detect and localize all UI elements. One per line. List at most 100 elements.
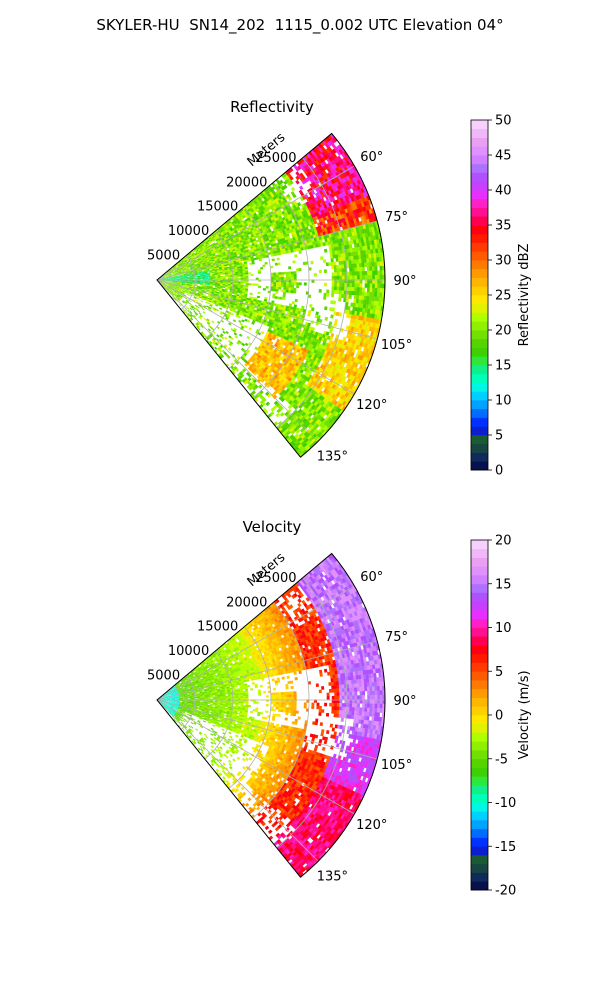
radar-cell	[258, 258, 263, 262]
radar-cell	[230, 305, 234, 309]
radar-cell	[274, 296, 278, 299]
radar-cell	[194, 281, 198, 283]
radar-cell	[287, 394, 292, 399]
radar-cell	[163, 275, 167, 277]
radar-cell	[297, 376, 303, 381]
radar-cell	[194, 294, 198, 296]
radar-cell	[218, 249, 223, 253]
radar-cell	[187, 267, 191, 270]
radar-cell	[186, 264, 190, 267]
radar-cell	[310, 194, 315, 200]
radar-cell	[267, 252, 272, 256]
radar-cell	[212, 260, 216, 263]
radar-cell	[212, 278, 216, 280]
radar-cell	[281, 310, 286, 314]
radar-cell	[209, 259, 213, 262]
radar-cell	[235, 271, 239, 274]
radar-cell	[323, 338, 328, 343]
radar-cell	[193, 314, 197, 318]
radar-cell	[201, 297, 205, 300]
radar-cell	[193, 270, 197, 272]
radar-cell	[202, 282, 206, 284]
radar-cell	[290, 306, 295, 310]
radar-cell	[285, 392, 290, 398]
radar-cell	[166, 275, 170, 277]
radar-cell	[183, 258, 187, 261]
radar-cell	[239, 267, 243, 270]
radar-cell	[332, 250, 336, 256]
radar-cell	[251, 321, 255, 325]
radar-cell	[299, 377, 305, 383]
radar-cell	[175, 271, 179, 274]
radar-cell	[235, 259, 239, 263]
radar-cell	[174, 269, 178, 272]
radar-cell	[181, 301, 185, 304]
radar-cell	[172, 270, 176, 273]
radar-cell	[213, 257, 218, 260]
radar-cell	[267, 313, 272, 318]
radar-cell	[202, 256, 206, 259]
radar-cell	[168, 285, 172, 287]
radar-cell	[177, 264, 181, 267]
radar-cell	[174, 294, 178, 297]
radar-cell	[189, 311, 193, 314]
radar-cell	[192, 293, 196, 295]
radar-cell	[278, 272, 282, 275]
radar-cell	[308, 358, 313, 364]
radar-cell	[172, 270, 176, 273]
radar-cell	[167, 278, 170, 279]
radar-cell	[204, 273, 208, 276]
radar-cell	[228, 239, 232, 243]
radar-cell	[192, 259, 196, 263]
radar-cell	[216, 249, 220, 252]
radar-cell	[175, 270, 179, 273]
radar-cell	[208, 246, 212, 249]
radar-cell	[212, 280, 216, 283]
radar-cell	[210, 301, 214, 304]
radar-cell	[164, 281, 168, 282]
radar-cell	[216, 250, 220, 254]
radar-cell	[268, 229, 272, 233]
radar-cell	[219, 250, 223, 254]
radar-cell	[183, 269, 187, 272]
radar-cell	[176, 283, 180, 285]
radar-cell	[279, 309, 283, 313]
radar-cell	[274, 308, 279, 312]
radar-cell	[186, 288, 190, 290]
radar-cell	[184, 297, 188, 300]
radar-cell	[295, 370, 300, 376]
radar-cell	[169, 292, 173, 295]
radar-cell	[265, 391, 270, 397]
radar-cell	[220, 304, 224, 308]
radar-cell	[191, 262, 195, 265]
radar-cell	[184, 275, 188, 277]
radar-cell	[250, 283, 254, 286]
radar-cell	[248, 316, 252, 320]
radar-cell	[198, 323, 202, 327]
radar-cell	[181, 274, 185, 276]
radar-cell	[231, 309, 236, 313]
radar-cell	[217, 297, 221, 300]
radar-cell	[328, 321, 333, 326]
radar-cell	[205, 251, 210, 255]
radar-cell	[204, 248, 208, 252]
radar-cell	[231, 247, 235, 250]
radar-cell	[162, 280, 165, 282]
radar-cell	[175, 264, 178, 267]
radar-cell	[184, 272, 188, 274]
radar-cell	[179, 283, 183, 286]
radar-cell	[219, 299, 223, 302]
radar-cell	[171, 284, 175, 286]
radar-cell	[214, 297, 218, 300]
radar-cell	[233, 263, 238, 266]
radar-cell	[237, 271, 241, 274]
radar-cell	[222, 281, 226, 283]
radar-cell	[188, 271, 192, 273]
radar-cell	[235, 313, 240, 316]
radar-cell	[230, 336, 234, 341]
radar-cell	[177, 279, 181, 280]
radar-cell	[189, 314, 193, 318]
radar-cell	[359, 275, 363, 280]
radar-cell	[206, 288, 210, 291]
radar-cell	[163, 275, 167, 278]
